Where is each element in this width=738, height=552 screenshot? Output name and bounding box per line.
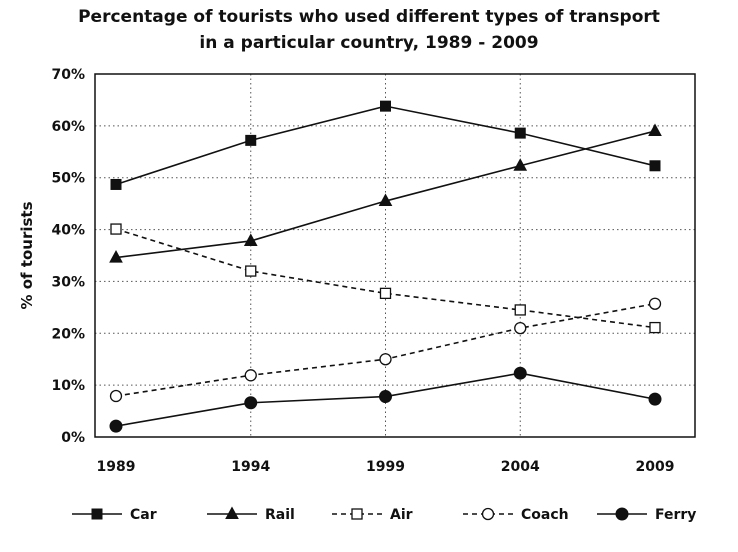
- data-point-coach: [379, 353, 392, 366]
- data-point-coach: [244, 369, 257, 382]
- data-point-ferry: [513, 366, 527, 380]
- legend-label-coach: Coach: [521, 507, 569, 523]
- legend-item-car: Car: [72, 507, 157, 523]
- legend-marker-rail: [225, 506, 239, 519]
- legend-label-car: Car: [130, 507, 157, 523]
- legend-label-rail: Rail: [265, 507, 295, 523]
- data-point-car: [110, 178, 122, 190]
- series-air: [110, 223, 661, 334]
- legend-marker-ferry: [615, 507, 629, 521]
- legend-label-ferry: Ferry: [655, 507, 696, 523]
- legend-item-ferry: Ferry: [597, 507, 696, 523]
- legend-label-air: Air: [390, 507, 413, 523]
- y-tick-label: 30%: [51, 274, 85, 290]
- y-tick-label: 10%: [51, 378, 85, 394]
- series-line-air: [115, 228, 656, 329]
- data-point-ferry: [244, 396, 258, 410]
- chart-title-line-2: in a particular country, 1989 - 2009: [199, 33, 539, 53]
- y-tick-label: 70%: [51, 67, 85, 83]
- data-point-air: [110, 223, 122, 235]
- gridlines: [95, 74, 695, 437]
- chart-title-line-1: Percentage of tourists who used differen…: [78, 7, 660, 27]
- legend-marker-car: [91, 508, 103, 520]
- legend-marker-air: [351, 508, 363, 520]
- y-tick-label: 40%: [51, 223, 85, 239]
- chart-title: Percentage of tourists who used differen…: [0, 4, 738, 56]
- data-point-coach: [514, 321, 527, 335]
- data-point-air: [649, 321, 661, 334]
- x-tick-label: 1999: [366, 459, 405, 475]
- series-car: [110, 100, 661, 190]
- x-tick-label: 1994: [231, 459, 270, 475]
- y-tick-label: 50%: [51, 171, 85, 187]
- data-point-air: [514, 304, 526, 316]
- series-ferry: [109, 366, 662, 433]
- data-point-ferry: [109, 419, 123, 433]
- y-axis-ticks: 0% 10% 20% 30% 40% 50% 60% 70%: [51, 67, 85, 446]
- data-point-air: [245, 265, 257, 277]
- x-tick-label: 2009: [636, 459, 675, 475]
- y-tick-label: 20%: [51, 326, 85, 342]
- data-point-ferry: [379, 390, 392, 404]
- data-point-ferry: [648, 392, 662, 406]
- data-point-car: [514, 127, 526, 139]
- data-point-rail: [513, 158, 528, 171]
- data-point-car: [245, 134, 257, 146]
- x-tick-label: 2004: [501, 459, 540, 475]
- series-rail: [109, 123, 662, 263]
- data-point-rail: [648, 123, 662, 137]
- data-point-coach: [648, 297, 662, 310]
- y-axis-label: % of tourists: [18, 201, 36, 309]
- x-axis-ticks: 1989 1994 1999 2004 2009: [97, 459, 675, 475]
- y-tick-label: 60%: [51, 119, 85, 135]
- data-point-car: [649, 160, 661, 172]
- legend-marker-coach: [481, 507, 495, 521]
- y-tick-label: 0%: [61, 430, 85, 446]
- legend: Car Rail Air Coach Ferry: [72, 506, 696, 523]
- data-point-car: [380, 100, 391, 112]
- legend-item-air: Air: [332, 507, 413, 523]
- data-point-rail: [243, 233, 258, 246]
- data-point-coach: [109, 389, 123, 403]
- legend-item-coach: Coach: [463, 507, 569, 523]
- series-coach: [109, 297, 662, 403]
- x-tick-label: 1989: [97, 459, 136, 475]
- legend-item-rail: Rail: [207, 506, 295, 523]
- data-point-rail: [378, 193, 393, 207]
- plot-area-frame: [94, 73, 696, 438]
- data-point-rail: [109, 250, 123, 263]
- data-point-air: [379, 287, 392, 300]
- series-line-car: [115, 105, 656, 186]
